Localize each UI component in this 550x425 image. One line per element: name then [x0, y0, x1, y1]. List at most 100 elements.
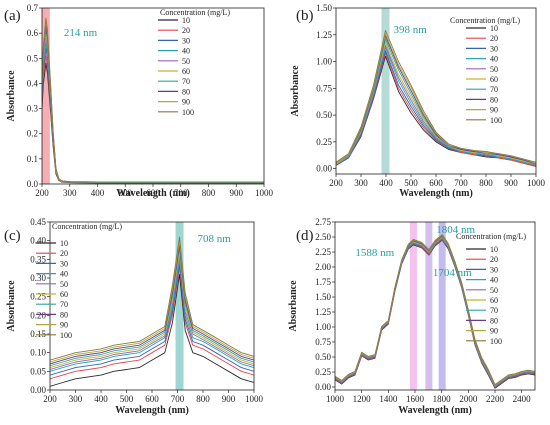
y-tick-label: 0.25 — [315, 367, 331, 377]
legend-entry-50: 50 — [490, 286, 498, 295]
legend-entry-90: 90 — [490, 106, 498, 115]
x-tick-label: 300 — [69, 394, 83, 404]
y-tick-label: 0.40 — [30, 236, 46, 246]
x-tick-label: 900 — [222, 394, 236, 404]
legend-entry-90: 90 — [490, 327, 498, 336]
x-tick-label: 200 — [329, 178, 343, 188]
legend-title: Concentration (mg/L) — [456, 232, 526, 241]
legend-title: Concentration (mg/L) — [52, 222, 122, 231]
y-tick-label: 0.00 — [316, 164, 332, 174]
panel-label: (a) — [4, 8, 21, 24]
series-line-70 — [42, 27, 264, 183]
series-line-30 — [335, 238, 535, 388]
x-axis-title: Wavelength (nm) — [115, 405, 189, 416]
x-tick-label: 1800 — [433, 394, 452, 404]
x-tick-label: 700 — [171, 394, 185, 404]
series-line-80 — [336, 35, 536, 164]
highlight-band — [425, 222, 433, 390]
y-tick-label: 0.3 — [27, 104, 39, 114]
x-tick-label: 500 — [119, 188, 133, 198]
legend-entry-30: 30 — [182, 36, 190, 45]
x-tick-label: 1200 — [353, 394, 372, 404]
legend-entry-30: 30 — [490, 44, 498, 53]
legend-entry-40: 40 — [182, 47, 190, 56]
y-tick-label: 1.25 — [315, 307, 331, 317]
x-tick-label: 1000 — [245, 394, 264, 404]
legend-entry-60: 60 — [490, 75, 498, 84]
highlight-band — [381, 8, 390, 174]
y-axis-title: Absorbance — [6, 280, 17, 332]
y-tick-label: 0.1 — [27, 154, 38, 164]
panel-2: 200 300 400 500 600 700 800 900 1000 0.00 0.05 0.10… — [4, 217, 264, 416]
legend-entry-20: 20 — [490, 255, 498, 264]
x-tick-label: 1000 — [255, 188, 274, 198]
legend-entry-70: 70 — [490, 85, 498, 94]
series-line-20 — [50, 266, 254, 380]
legend-entry-80: 80 — [182, 87, 190, 96]
x-tick-label: 2400 — [513, 394, 532, 404]
x-axis-title: Wavelength (nm) — [116, 188, 190, 199]
y-axis-title: Absorbance — [290, 65, 301, 117]
series-line-100 — [50, 236, 254, 361]
y-tick-label: 0.35 — [30, 254, 46, 264]
y-tick-label: 0.00 — [315, 382, 331, 392]
x-tick-label: 1000 — [326, 394, 345, 404]
panel-3: 1000 1200 1400 1600 1800 2000 2200 2400 0.00 0.25… — [288, 217, 536, 416]
panel-1: 200 300 400 500 600 700 800 900 1000 0.00 0.25 0.50… — [290, 3, 546, 199]
series-line-50 — [335, 237, 535, 387]
y-tick-label: 2.75 — [315, 217, 331, 227]
series-line-10 — [42, 62, 264, 184]
x-tick-label: 600 — [429, 178, 443, 188]
plot-frame — [49, 221, 255, 391]
series-line-100 — [336, 30, 536, 163]
legend-entry-20: 20 — [60, 249, 68, 258]
legend-entry-60: 60 — [490, 296, 498, 305]
x-tick-label: 700 — [454, 178, 468, 188]
legend-entry-100: 100 — [490, 116, 502, 125]
legend-entry-30: 30 — [60, 259, 68, 268]
x-axis-title: Wavelength (nm) — [398, 405, 472, 416]
y-tick-label: 0.30 — [30, 273, 46, 283]
panel-label: (c) — [4, 228, 21, 244]
legend-entry-50: 50 — [182, 57, 190, 66]
series-line-100 — [335, 234, 535, 386]
legend-entry-90: 90 — [60, 321, 68, 330]
series-line-40 — [336, 47, 536, 166]
y-tick-label: 1.00 — [316, 57, 332, 67]
legend-entry-10: 10 — [490, 24, 498, 33]
series-line-50 — [42, 37, 264, 183]
highlight-band — [409, 222, 417, 390]
x-tick-label: 300 — [354, 178, 368, 188]
y-tick-label: 1.25 — [316, 30, 332, 40]
legend-entry-70: 70 — [490, 306, 498, 315]
series-line-80 — [50, 243, 254, 365]
series-line-60 — [50, 251, 254, 369]
x-tick-label: 500 — [404, 178, 418, 188]
series-line-50 — [336, 45, 536, 166]
legend-title: Concentration (mg/L) — [160, 8, 230, 17]
peak-label: 1588 nm — [355, 247, 394, 259]
y-tick-label: 0.25 — [316, 137, 332, 147]
series-line-30 — [50, 262, 254, 376]
series-line-60 — [335, 236, 535, 387]
y-tick-label: 0.5 — [27, 53, 39, 63]
y-tick-label: 0.75 — [315, 337, 331, 347]
y-tick-label: 0.25 — [30, 292, 46, 302]
x-tick-label: 900 — [230, 188, 244, 198]
series-group — [335, 234, 535, 389]
series-line-70 — [336, 38, 536, 165]
x-tick-label: 500 — [120, 394, 134, 404]
y-tick-label: 0.6 — [27, 28, 39, 38]
y-axis-title: Absorbance — [6, 70, 17, 122]
y-tick-label: 1.50 — [316, 3, 332, 13]
x-tick-label: 1600 — [406, 394, 425, 404]
legend-entry-80: 80 — [490, 316, 498, 325]
x-tick-label: 200 — [43, 394, 57, 404]
series-line-90 — [42, 20, 264, 183]
legend-entry-50: 50 — [490, 65, 498, 74]
legend-entry-10: 10 — [182, 16, 190, 25]
legend-entry-10: 10 — [490, 245, 498, 254]
y-tick-label: 0.50 — [316, 110, 332, 120]
series-line-10 — [50, 273, 254, 387]
